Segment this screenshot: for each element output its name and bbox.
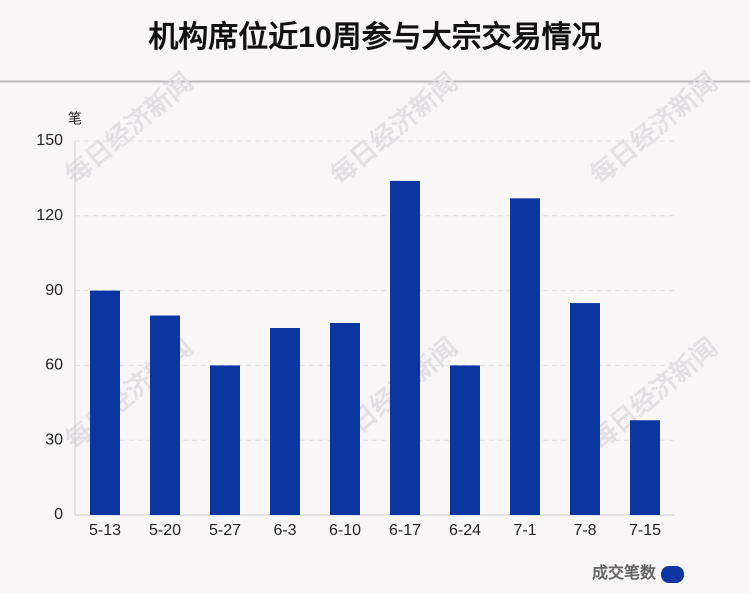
y-tick-label: 60 bbox=[45, 357, 63, 374]
y-tick-label: 0 bbox=[54, 506, 63, 523]
bar bbox=[510, 198, 540, 515]
x-tick-label: 5-27 bbox=[209, 522, 241, 539]
x-tick-label: 7-8 bbox=[573, 522, 596, 539]
x-tick-label: 6-3 bbox=[273, 522, 296, 539]
x-tick-label: 7-1 bbox=[513, 522, 536, 539]
y-tick-label: 150 bbox=[36, 132, 63, 149]
bar bbox=[390, 180, 420, 516]
legend-swatch bbox=[661, 566, 684, 583]
chart-title: 机构席位近10周参与大宗交易情况 bbox=[148, 20, 601, 54]
x-tick-label: 7-15 bbox=[629, 522, 661, 539]
x-tick-label: 6-10 bbox=[329, 522, 361, 539]
legend-label: 成交笔数 bbox=[592, 563, 657, 582]
bar bbox=[150, 315, 180, 515]
bar bbox=[90, 290, 120, 515]
bar bbox=[450, 365, 480, 515]
bar bbox=[630, 420, 660, 515]
x-tick-label: 6-24 bbox=[449, 522, 481, 539]
y-tick-label: 30 bbox=[45, 431, 63, 448]
x-tick-label: 5-13 bbox=[89, 522, 121, 539]
x-tick-label: 5-20 bbox=[149, 522, 181, 539]
y-axis-label: 笔 bbox=[68, 111, 82, 127]
y-tick-label: 120 bbox=[36, 207, 63, 224]
bar bbox=[270, 328, 300, 515]
y-tick-label: 90 bbox=[45, 282, 63, 299]
bar bbox=[330, 323, 360, 515]
bar bbox=[210, 365, 240, 515]
x-tick-label: 6-17 bbox=[389, 522, 421, 539]
bar bbox=[570, 303, 600, 515]
